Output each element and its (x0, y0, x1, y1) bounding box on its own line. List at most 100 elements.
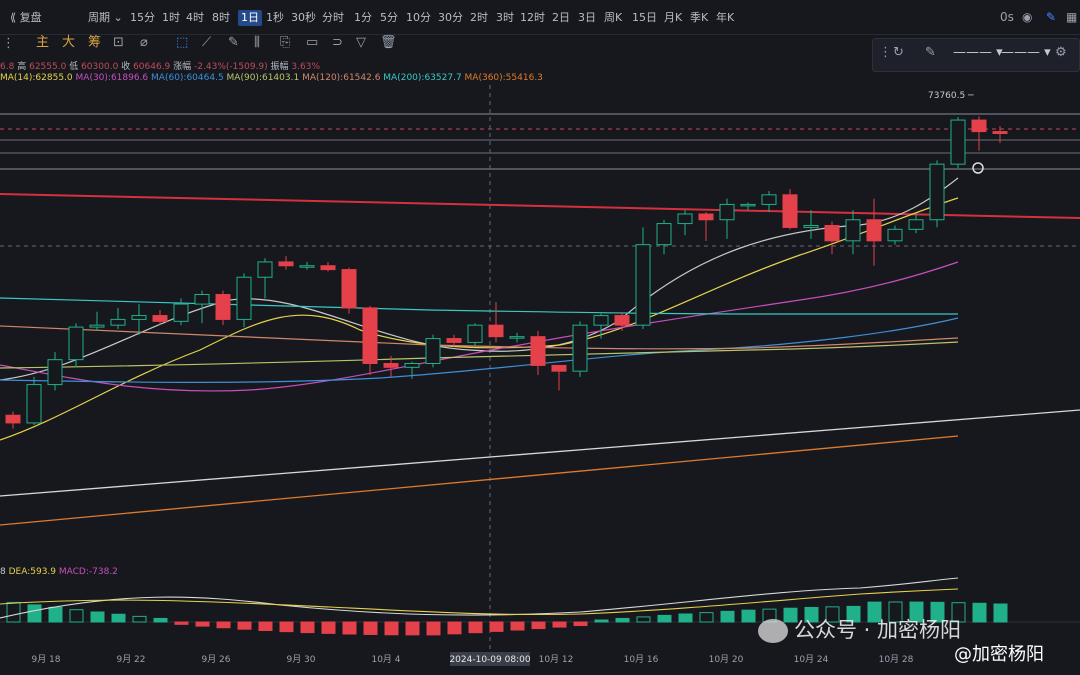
divider-icon: ⋮ (2, 36, 15, 51)
period-11[interactable]: 5分 (380, 11, 398, 24)
brush-icon[interactable]: ✎ (228, 35, 239, 50)
bars-icon[interactable]: ⫼ (254, 35, 260, 50)
period-14[interactable]: 2时 (470, 11, 488, 24)
drag-handle-icon[interactable]: ⋮ (879, 45, 892, 60)
macd-bar (363, 621, 378, 635)
candle-body (887, 228, 903, 242)
macd-bar (447, 621, 462, 635)
period-2[interactable]: 15分 (130, 11, 155, 24)
ma7-line (0, 177, 959, 381)
settings-circle-icon[interactable]: ↻ (893, 45, 904, 60)
ma-orange-line (0, 435, 959, 526)
candle-body (677, 213, 693, 225)
candle-body (68, 326, 84, 361)
macd-legend: 8 DEA:593.9 MACD:-738.2 (0, 567, 118, 577)
dea-line (0, 588, 959, 616)
close-label: 收 (121, 62, 131, 72)
ma360-line (0, 409, 1080, 497)
candle-body (89, 324, 105, 328)
candle-body (446, 338, 462, 343)
candle-body (908, 219, 924, 230)
candle-body (593, 315, 609, 326)
period-20[interactable]: 15日 (632, 11, 657, 24)
period-19[interactable]: 周K (604, 11, 623, 24)
ma-legend-item: MA(60):60464.5 (151, 73, 227, 83)
x-axis-tick-label: 9月 26 (201, 654, 230, 665)
macd-bar (90, 611, 105, 623)
macd-bar (153, 617, 168, 623)
indicator-icon[interactable]: ⊡ (113, 35, 124, 50)
period-13[interactable]: 30分 (438, 11, 463, 24)
period-3[interactable]: 1时 (162, 11, 180, 24)
x-axis-tick-label: 10月 28 (879, 654, 914, 665)
macd-bar (678, 613, 693, 623)
ruler-icon[interactable]: ⟋ (202, 35, 212, 50)
period-16[interactable]: 12时 (520, 11, 545, 24)
watermark-handle: @加密杨阳 (954, 644, 1044, 665)
line-width-select[interactable]: ——— ▾ (953, 45, 1003, 60)
filter-icon[interactable]: ▽ (356, 35, 366, 50)
candle-body (551, 364, 567, 372)
clipboard-icon[interactable]: ⎘ (280, 35, 291, 50)
x-axis-tick-label: 10月 12 (539, 654, 574, 665)
candle-body (824, 224, 840, 242)
line-color-icon[interactable]: ✎ (925, 45, 936, 60)
period-12[interactable]: 10分 (406, 11, 431, 24)
ma200-line (0, 297, 958, 315)
macd-bar (300, 621, 315, 634)
ma-legend-item: MA(200):63527.7 (383, 73, 465, 83)
macd-bar (237, 621, 252, 630)
screen-icon[interactable]: ▭ (306, 35, 319, 50)
large-order-button[interactable]: 大 (62, 35, 76, 50)
trash-icon[interactable]: 🗑 (380, 35, 397, 50)
ma60-line (0, 317, 959, 383)
ma14-line (0, 197, 959, 441)
period-7[interactable]: 1秒 (266, 11, 284, 24)
camera-icon[interactable]: ◉ (1022, 10, 1033, 24)
amplitude-label: 振幅 (270, 62, 289, 72)
open-value: 6.8 (0, 62, 15, 72)
drawing-style-panel: ⋮ ↻ ✎ ——— ▾ ——— ▾ ⚙ (872, 38, 1080, 72)
period-22[interactable]: 季K (690, 11, 709, 24)
macd-legend-item: MACD:-738.2 (58, 567, 118, 577)
period-21[interactable]: 月K (664, 11, 683, 24)
macd-bar (6, 601, 21, 623)
macd-bar (69, 609, 84, 623)
grid-icon[interactable]: ▦ (1066, 10, 1078, 24)
top-toolbar: ⟪ 复盘 周期 ⌄ 15分 1时 4时 8时 1日 1秒 30秒 分时 1分 5分 10分 30分 2时 3时… (0, 0, 1080, 35)
macd-bar (195, 621, 210, 627)
pen-icon[interactable]: ✎ (1046, 10, 1057, 24)
marker-circle (972, 162, 984, 174)
line-style-select[interactable]: ——— ▾ (1001, 45, 1051, 60)
ma-legend-item: MA(90):61403.1 (226, 73, 303, 83)
amplitude-value: 3.63% (291, 62, 321, 72)
crosshair-date-box (450, 652, 530, 666)
x-axis-tick-label: 9月 30 (286, 654, 315, 665)
period-6[interactable]: 1日 (238, 10, 262, 26)
macd-bar (657, 614, 672, 623)
chips-button[interactable]: 筹 (88, 35, 102, 50)
period-1[interactable]: 周期 ⌄ (88, 11, 123, 24)
eraser-icon[interactable]: ⌀ (140, 35, 148, 50)
period-18[interactable]: 3日 (578, 11, 596, 24)
period-10[interactable]: 1分 (354, 11, 372, 24)
magnet-icon[interactable]: ⊃ (332, 35, 343, 50)
macd-bar (384, 621, 399, 636)
period-17[interactable]: 2日 (552, 11, 570, 24)
period-8[interactable]: 30秒 (291, 11, 316, 24)
candle-body (782, 194, 798, 228)
period-9[interactable]: 分时 (322, 11, 344, 24)
macd-bar (426, 621, 441, 636)
period-0[interactable]: ⟪ 复盘 (10, 11, 42, 24)
low-value: 60300.0 (81, 62, 119, 72)
period-23[interactable]: 年K (716, 11, 735, 24)
gear-icon[interactable]: ⚙ (1055, 45, 1067, 60)
macd-legend-item: 8 (0, 567, 9, 577)
high-value: 62555.0 (29, 62, 67, 72)
period-5[interactable]: 8时 (212, 11, 230, 24)
period-15[interactable]: 3时 (496, 11, 514, 24)
cursor-icon[interactable]: ⬚ (176, 35, 189, 50)
period-4[interactable]: 4时 (186, 11, 204, 24)
main-chart-button[interactable]: 主 (36, 35, 50, 50)
